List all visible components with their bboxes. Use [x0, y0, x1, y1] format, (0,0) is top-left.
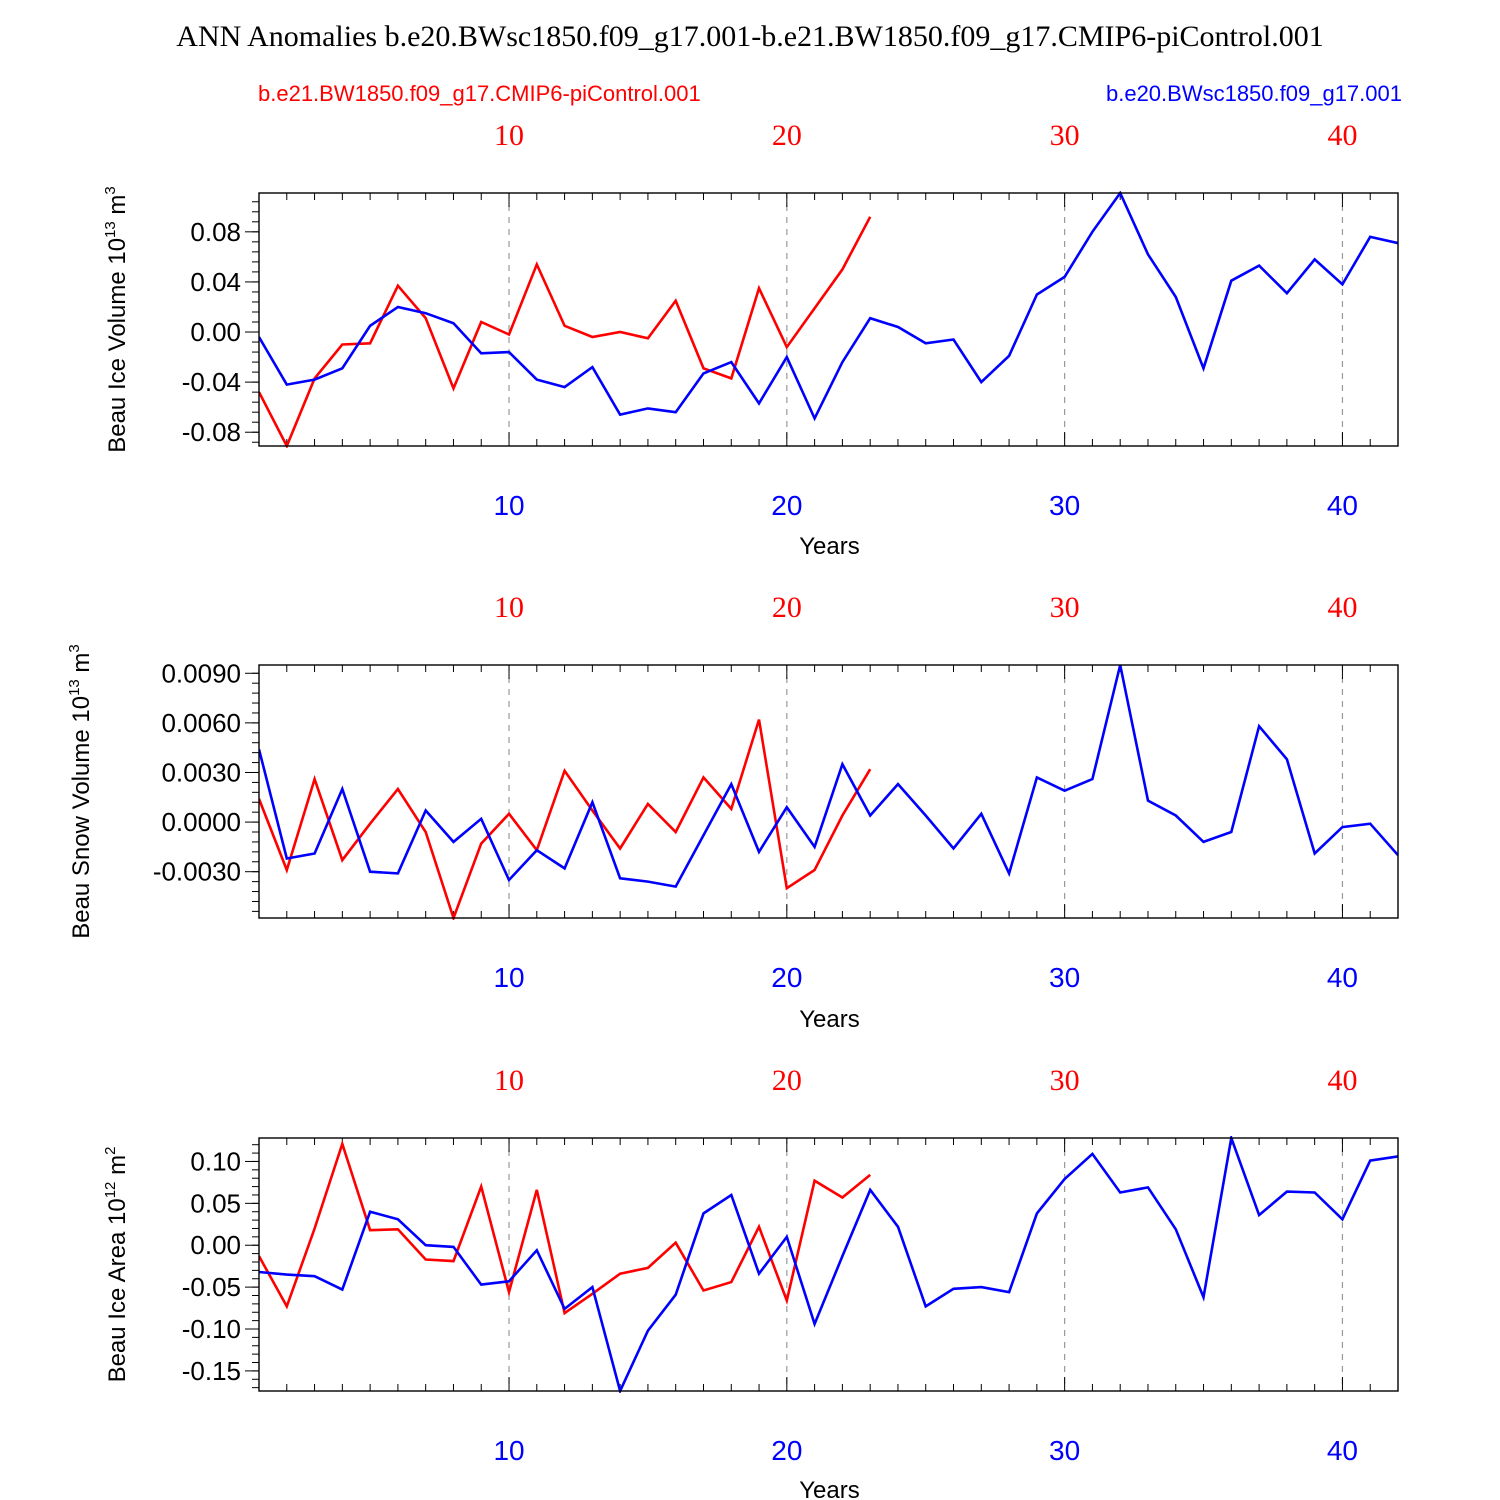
- y-tick-label: 0.0060: [161, 708, 241, 738]
- x-tick-label-bottom: 10: [493, 490, 524, 521]
- x-tick-label-bottom: 30: [1049, 1435, 1080, 1466]
- y-axis-title: Beau Ice Volume 1013 m3: [102, 186, 131, 453]
- x-tick-label-bottom: 20: [771, 1435, 802, 1466]
- series-line-bwsc1850: [259, 1136, 1398, 1393]
- x-tick-label-top: 30: [1050, 591, 1080, 624]
- y-axis-title-unit-tail-exp: 2: [102, 1147, 119, 1155]
- x-tick-label-bottom: 20: [771, 490, 802, 521]
- plot-frame: [258, 192, 1399, 447]
- y-axis-title-name: Beau Snow Volume: [68, 729, 95, 938]
- x-axis-title: Years: [799, 1477, 860, 1500]
- y-axis-title-unit-tail-exp: 3: [66, 644, 83, 652]
- plot-frame: [258, 664, 1399, 919]
- y-tick-label: -0.04: [182, 367, 241, 397]
- y-tick-label: 0.05: [190, 1188, 241, 1218]
- x-tick-label-top: 20: [772, 1064, 802, 1097]
- y-axis-title: Beau Snow Volume 1013 m3: [66, 644, 95, 939]
- x-tick-label-top: 40: [1327, 591, 1357, 624]
- x-axis-title: Years: [799, 1006, 860, 1033]
- x-tick-label-top: 20: [772, 591, 802, 624]
- y-axis-title-unit-tail: m: [104, 195, 131, 222]
- panel-3: -0.15 -0.10 -0.05 0.00 0.05 0.10 10 10 20 20 30 30 4…: [102, 1064, 1399, 1500]
- y-axis-title-unit-exp: 13: [102, 221, 119, 238]
- y-tick-label: 0.0030: [161, 757, 241, 787]
- x-tick-label-top: 10: [494, 591, 524, 624]
- panel-2: -0.0030 0.0000 0.0030 0.0060 0.0090 10 10 20 20 3…: [66, 591, 1399, 1033]
- y-tick-label: -0.15: [182, 1356, 241, 1386]
- x-tick-label-bottom: 20: [771, 962, 802, 993]
- y-axis-title-unit-base: 10: [104, 238, 131, 271]
- legend-bwsc1850: b.e20.BWsc1850.f09_g17.001: [1106, 81, 1402, 106]
- panel-1: -0.08 -0.04 0.00 0.04 0.08 10 10 20 20 30 30 40 40 Ye…: [102, 119, 1399, 560]
- x-tick-label-bottom: 30: [1049, 490, 1080, 521]
- x-tick-label-top: 20: [772, 119, 802, 152]
- figure-title: ANN Anomalies b.e20.BWsc1850.f09_g17.001…: [176, 20, 1323, 53]
- y-tick-label: 0.08: [190, 217, 241, 247]
- y-axis-title-name: Beau Ice Area: [104, 1231, 131, 1382]
- y-axis-title-unit-base: 10: [68, 696, 95, 729]
- x-tick-label-bottom: 30: [1049, 962, 1080, 993]
- y-axis-title-unit-exp: 13: [66, 679, 83, 696]
- x-tick-label-bottom: 10: [493, 1435, 524, 1466]
- panels-group: -0.08 -0.04 0.00 0.04 0.08 10 10 20 20 30 30 40 40 Ye…: [66, 119, 1399, 1500]
- x-tick-label-top: 40: [1327, 1064, 1357, 1097]
- y-tick-label: 0.00: [190, 1230, 241, 1260]
- series-line-bwsc1850: [259, 664, 1398, 889]
- series-line-picontrol: [259, 719, 872, 920]
- series-line-picontrol: [259, 216, 872, 448]
- legend-piControl: b.e21.BW1850.f09_g17.CMIP6-piControl.001: [258, 81, 701, 106]
- y-tick-label: 0.0000: [161, 807, 241, 837]
- y-axis-title-unit-tail-exp: 3: [102, 186, 119, 194]
- x-tick-label-top: 30: [1050, 1064, 1080, 1097]
- y-tick-label: -0.08: [182, 417, 241, 447]
- x-axis-title: Years: [799, 533, 860, 560]
- y-tick-label: -0.05: [182, 1272, 241, 1302]
- y-tick-label: 0.10: [190, 1146, 241, 1176]
- y-axis-title-unit-tail: m: [68, 653, 95, 680]
- plot-frame: [258, 1137, 1399, 1392]
- y-axis-title-unit-base: 10: [104, 1198, 131, 1231]
- x-tick-label-top: 10: [494, 1064, 524, 1097]
- y-tick-label: 0.04: [190, 267, 241, 297]
- y-axis-title: Beau Ice Area 1012 m2: [102, 1147, 131, 1383]
- y-axis-title-unit-exp: 12: [102, 1182, 119, 1199]
- x-tick-label-bottom: 10: [493, 962, 524, 993]
- x-tick-label-top: 10: [494, 119, 524, 152]
- series-line-bwsc1850: [259, 191, 1398, 422]
- x-tick-label-bottom: 40: [1327, 490, 1358, 521]
- series-line-picontrol: [259, 1139, 872, 1316]
- x-tick-label-bottom: 40: [1327, 962, 1358, 993]
- y-axis-title-unit-tail: m: [104, 1155, 131, 1182]
- y-tick-label: -0.10: [182, 1314, 241, 1344]
- y-tick-label: 0.00: [190, 317, 241, 347]
- x-tick-label-bottom: 40: [1327, 1435, 1358, 1466]
- y-tick-label: -0.0030: [153, 857, 241, 887]
- y-axis-title-name: Beau Ice Volume: [104, 271, 131, 452]
- x-tick-label-top: 40: [1327, 119, 1357, 152]
- y-tick-label: 0.0090: [161, 658, 241, 688]
- x-tick-label-top: 30: [1050, 119, 1080, 152]
